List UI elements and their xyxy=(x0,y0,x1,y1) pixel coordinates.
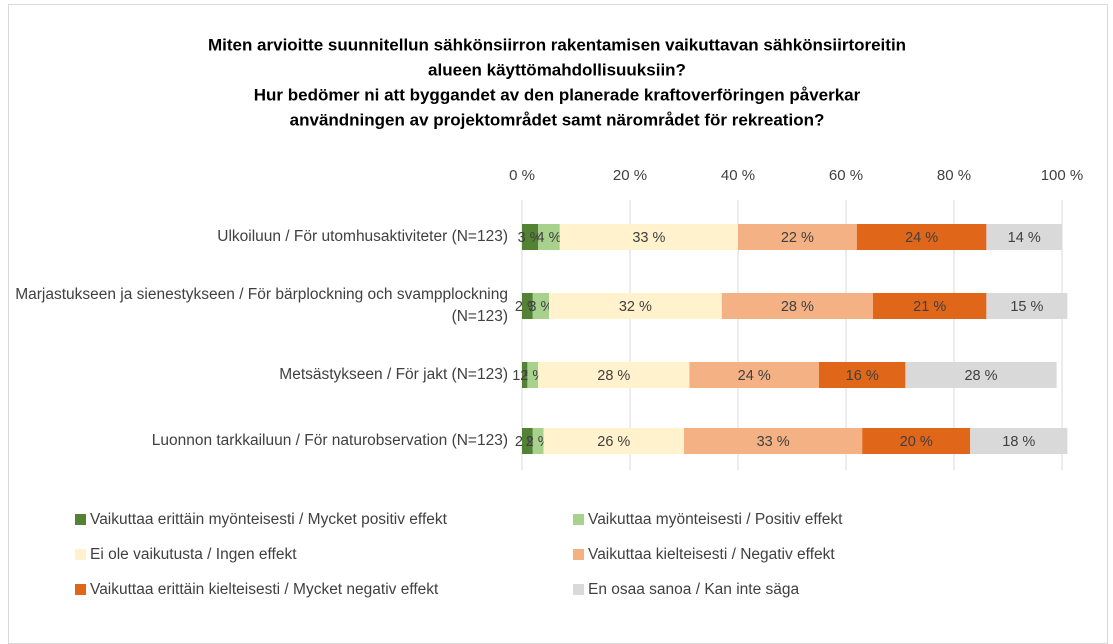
data-label: 28 % xyxy=(597,368,630,384)
bar-segment xyxy=(873,293,987,319)
category-label: Marjastukseen ja sienestykseen / För bär… xyxy=(15,286,508,325)
data-label: 15 % xyxy=(1010,299,1043,315)
data-label: 33 % xyxy=(757,434,790,450)
bar-segment xyxy=(986,224,1062,250)
chart-title: Hur bedömer ni att byggandet av den plan… xyxy=(254,85,861,104)
bar-segment xyxy=(689,362,819,388)
legend-swatch xyxy=(75,514,86,525)
bar-segment xyxy=(549,293,722,319)
legend-label: En osaa sanoa / Kan inte säga xyxy=(588,581,800,598)
bar-segment xyxy=(538,224,560,250)
data-label: 28 % xyxy=(964,368,997,384)
bar-segment xyxy=(522,428,533,454)
x-tick-label: 40 % xyxy=(721,167,755,184)
bar-segment xyxy=(522,293,533,319)
data-label: 3 % xyxy=(528,299,553,315)
legend-swatch xyxy=(573,584,584,595)
bar-segment xyxy=(532,293,549,319)
category-label: Luonnon tarkkailuun / För naturobservati… xyxy=(151,432,508,449)
bar-segment xyxy=(532,428,544,454)
data-label: 32 % xyxy=(619,299,652,315)
category-label: Ulkoiluun / För utomhusaktiviteter (N=12… xyxy=(217,228,508,245)
data-label: 3 % xyxy=(518,230,543,246)
data-label: 20 % xyxy=(900,434,933,450)
bar-segment xyxy=(522,224,539,250)
legend-label: Vaikuttaa myönteisesti / Positiv effekt xyxy=(588,511,843,528)
category-label: Metsästykseen / För jakt (N=123) xyxy=(279,366,508,383)
data-label: 4 % xyxy=(537,230,562,246)
bar-segment xyxy=(738,224,857,250)
legend-swatch xyxy=(75,549,86,560)
data-label: 24 % xyxy=(738,368,771,384)
bar-segment xyxy=(543,428,684,454)
x-tick-label: 100 % xyxy=(1041,167,1084,184)
x-tick-label: 20 % xyxy=(613,167,647,184)
bar-segment xyxy=(538,362,690,388)
data-label: 14 % xyxy=(1008,230,1041,246)
bar-segment xyxy=(684,428,863,454)
bar-segment xyxy=(819,362,906,388)
chart-title: Miten arvioitte suunnitellun sähkönsiirr… xyxy=(208,35,906,54)
legend-label: Vaikuttaa erittäin kielteisesti / Mycket… xyxy=(90,581,439,598)
data-label: 21 % xyxy=(913,299,946,315)
x-tick-label: 60 % xyxy=(829,167,863,184)
bar-segment xyxy=(721,293,873,319)
bar-segment xyxy=(986,293,1068,319)
data-label: 16 % xyxy=(846,368,879,384)
bar-segment xyxy=(522,362,528,388)
chart-title: användningen av projektområdet samt näro… xyxy=(290,110,825,129)
legend-swatch xyxy=(75,584,86,595)
bar-segment xyxy=(862,428,971,454)
legend-swatch xyxy=(573,549,584,560)
x-tick-label: 0 % xyxy=(509,167,535,184)
legend-swatch xyxy=(573,514,584,525)
data-label: 26 % xyxy=(597,434,630,450)
chart: Miten arvioitte suunnitellun sähkönsiirr… xyxy=(75,35,1084,598)
data-label: 33 % xyxy=(632,230,665,246)
data-label: 24 % xyxy=(905,230,938,246)
bar-segment xyxy=(905,362,1057,388)
legend-label: Ei ole vaikutusta / Ingen effekt xyxy=(90,546,297,563)
data-label: 28 % xyxy=(781,299,814,315)
x-tick-label: 80 % xyxy=(937,167,971,184)
data-label: 22 % xyxy=(781,230,814,246)
chart-title: alueen käyttömahdollisuuksiin? xyxy=(428,60,686,79)
legend-label: Vaikuttaa erittäin myönteisesti / Mycket… xyxy=(90,511,448,528)
bar-segment xyxy=(527,362,539,388)
legend-label: Vaikuttaa kielteisesti / Negativ effekt xyxy=(588,546,835,563)
bar-segment xyxy=(970,428,1068,454)
data-label: 18 % xyxy=(1002,434,1035,450)
bar-segment xyxy=(559,224,738,250)
bar-segment xyxy=(856,224,987,250)
